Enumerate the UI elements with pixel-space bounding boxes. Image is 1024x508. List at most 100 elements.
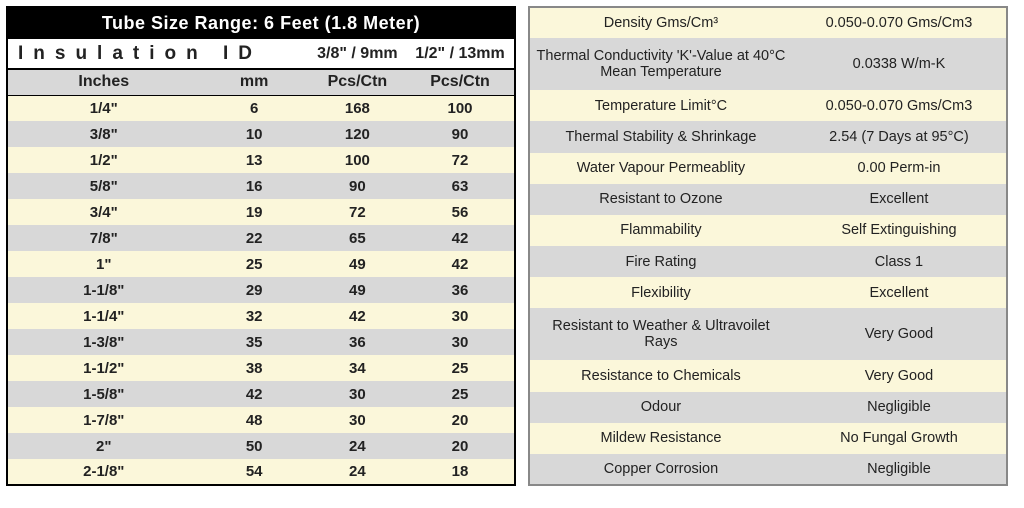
- cell-mm: 13: [200, 147, 309, 173]
- property-row: Mildew ResistanceNo Fungal Growth: [529, 423, 1007, 454]
- table-row: 1/4"6168100: [7, 95, 515, 121]
- tube-size-table: Tube Size Range: 6 Feet (1.8 Meter) Insu…: [6, 6, 516, 486]
- cell-mm: 25: [200, 251, 309, 277]
- cell-a: 65: [309, 225, 406, 251]
- cell-inches: 7/8": [7, 225, 200, 251]
- cell-b: 63: [406, 173, 515, 199]
- col-pcsctn-2: Pcs/Ctn: [406, 69, 515, 95]
- cell-inches: 1-3/8": [7, 329, 200, 355]
- table-row: 7/8"226542: [7, 225, 515, 251]
- insulation-id-label: Insulation ID: [7, 39, 309, 69]
- cell-a: 30: [309, 407, 406, 433]
- cell-inches: 2": [7, 433, 200, 459]
- cell-b: 25: [406, 381, 515, 407]
- size-rows: 1/4"61681003/8"10120901/2"13100725/8"169…: [7, 95, 515, 485]
- cell-b: 25: [406, 355, 515, 381]
- cell-mm: 19: [200, 199, 309, 225]
- cell-mm: 29: [200, 277, 309, 303]
- property-row: Water Vapour Permeablity0.00 Perm-in: [529, 153, 1007, 184]
- property-row: Thermal Conductivity 'K'-Value at 40°C M…: [529, 38, 1007, 90]
- table-row: 3/4"197256: [7, 199, 515, 225]
- cell-a: 24: [309, 433, 406, 459]
- cell-inches: 3/4": [7, 199, 200, 225]
- cell-inches: 2-1/8": [7, 459, 200, 485]
- cell-inches: 1-1/4": [7, 303, 200, 329]
- property-value: Class 1: [792, 246, 1007, 277]
- property-name: Thermal Conductivity 'K'-Value at 40°C M…: [529, 38, 792, 90]
- cell-inches: 1-1/2": [7, 355, 200, 381]
- cell-mm: 38: [200, 355, 309, 381]
- property-name: Mildew Resistance: [529, 423, 792, 454]
- cell-mm: 54: [200, 459, 309, 485]
- cell-a: 90: [309, 173, 406, 199]
- table-row: 1-7/8"483020: [7, 407, 515, 433]
- property-value: Self Extinguishing: [792, 215, 1007, 246]
- table-row: 1-3/8"353630: [7, 329, 515, 355]
- cell-a: 36: [309, 329, 406, 355]
- cell-mm: 16: [200, 173, 309, 199]
- property-row: Density Gms/Cm³0.050-0.070 Gms/Cm3: [529, 7, 1007, 38]
- property-value: 0.00 Perm-in: [792, 153, 1007, 184]
- property-row: Fire RatingClass 1: [529, 246, 1007, 277]
- cell-a: 42: [309, 303, 406, 329]
- cell-a: 34: [309, 355, 406, 381]
- table-row: 5/8"169063: [7, 173, 515, 199]
- cell-inches: 1": [7, 251, 200, 277]
- cell-b: 100: [406, 95, 515, 121]
- table-row: 1-1/4"324230: [7, 303, 515, 329]
- title-row: Tube Size Range: 6 Feet (1.8 Meter): [7, 7, 515, 39]
- insulation-header-row: Insulation ID 3/8" / 9mm 1/2" / 13mm: [7, 39, 515, 69]
- property-name: Density Gms/Cm³: [529, 7, 792, 38]
- cell-inches: 1-5/8": [7, 381, 200, 407]
- property-name: Temperature Limit°C: [529, 90, 792, 121]
- cell-b: 36: [406, 277, 515, 303]
- cell-b: 90: [406, 121, 515, 147]
- size-head-2: 1/2" / 13mm: [406, 39, 515, 69]
- column-header-row: Inches mm Pcs/Ctn Pcs/Ctn: [7, 69, 515, 95]
- property-name: Thermal Stability & Shrinkage: [529, 121, 792, 152]
- property-row: FlammabilitySelf Extinguishing: [529, 215, 1007, 246]
- property-row: Copper CorrosionNegligible: [529, 454, 1007, 485]
- cell-a: 168: [309, 95, 406, 121]
- properties-table: Density Gms/Cm³0.050-0.070 Gms/Cm3Therma…: [528, 6, 1008, 486]
- cell-mm: 10: [200, 121, 309, 147]
- cell-b: 30: [406, 303, 515, 329]
- property-row: Resistance to ChemicalsVery Good: [529, 360, 1007, 391]
- property-row: FlexibilityExcellent: [529, 277, 1007, 308]
- property-value: 2.54 (7 Days at 95°C): [792, 121, 1007, 152]
- property-row: OdourNegligible: [529, 392, 1007, 423]
- cell-mm: 22: [200, 225, 309, 251]
- property-rows: Density Gms/Cm³0.050-0.070 Gms/Cm3Therma…: [529, 7, 1007, 485]
- cell-mm: 50: [200, 433, 309, 459]
- cell-b: 20: [406, 407, 515, 433]
- table-title: Tube Size Range: 6 Feet (1.8 Meter): [7, 7, 515, 39]
- property-value: Negligible: [792, 454, 1007, 485]
- cell-b: 72: [406, 147, 515, 173]
- cell-a: 30: [309, 381, 406, 407]
- property-row: Thermal Stability & Shrinkage2.54 (7 Day…: [529, 121, 1007, 152]
- cell-inches: 1/4": [7, 95, 200, 121]
- property-name: Resistant to Ozone: [529, 184, 792, 215]
- property-value: Very Good: [792, 308, 1007, 360]
- cell-b: 42: [406, 251, 515, 277]
- cell-a: 49: [309, 251, 406, 277]
- property-value: 0.050-0.070 Gms/Cm3: [792, 7, 1007, 38]
- property-name: Water Vapour Permeablity: [529, 153, 792, 184]
- property-name: Flexibility: [529, 277, 792, 308]
- cell-inches: 1-1/8": [7, 277, 200, 303]
- table-row: 1-1/2"383425: [7, 355, 515, 381]
- col-pcsctn-1: Pcs/Ctn: [309, 69, 406, 95]
- table-row: 1"254942: [7, 251, 515, 277]
- cell-mm: 48: [200, 407, 309, 433]
- cell-inches: 1/2": [7, 147, 200, 173]
- property-name: Resistance to Chemicals: [529, 360, 792, 391]
- property-name: Flammability: [529, 215, 792, 246]
- cell-a: 24: [309, 459, 406, 485]
- table-row: 1/2"1310072: [7, 147, 515, 173]
- table-row: 3/8"1012090: [7, 121, 515, 147]
- cell-mm: 42: [200, 381, 309, 407]
- cell-inches: 5/8": [7, 173, 200, 199]
- property-value: Negligible: [792, 392, 1007, 423]
- property-name: Fire Rating: [529, 246, 792, 277]
- property-value: 0.0338 W/m-K: [792, 38, 1007, 90]
